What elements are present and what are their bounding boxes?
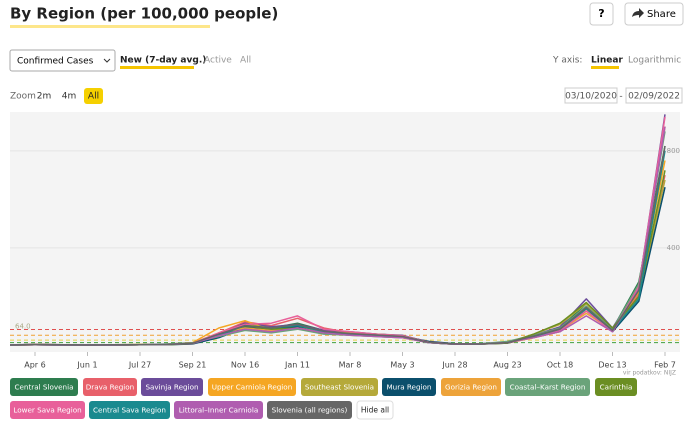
x-tick-label: Jun 1 xyxy=(76,361,97,370)
x-tick-label: Jun 28 xyxy=(441,361,467,370)
legend-label: Upper Carniola Region xyxy=(212,383,293,392)
zoom-option[interactable]: 2m xyxy=(37,92,52,102)
help-button[interactable] xyxy=(589,2,614,26)
legend-button[interactable] xyxy=(174,401,263,419)
x-tick-label: Nov 16 xyxy=(231,361,259,370)
y-tick-label: 800 xyxy=(667,147,680,155)
share-icon xyxy=(632,8,644,18)
x-tick-label: Oct 18 xyxy=(547,361,574,370)
metric-select[interactable] xyxy=(9,49,116,72)
tab[interactable]: Active xyxy=(204,56,232,66)
legend-button[interactable] xyxy=(382,378,436,396)
legend-label: Central Sava Region xyxy=(93,406,166,415)
share-label: Share xyxy=(647,9,676,20)
y-axis-label: Y axis: xyxy=(552,56,582,66)
x-tick-label: Dec 13 xyxy=(598,361,626,370)
scale-option[interactable]: Linear xyxy=(591,56,623,66)
date-sep: - xyxy=(619,92,622,102)
zoom-label: Zoom xyxy=(10,92,36,102)
series-line xyxy=(10,145,666,346)
legend-button[interactable] xyxy=(267,401,352,419)
legend-label: Littoral–Inner Carniola xyxy=(179,406,258,415)
legend-label: Savinja Region xyxy=(145,383,198,392)
legend-label: Central Slovenia xyxy=(14,383,73,392)
x-tick-label: May 3 xyxy=(390,361,414,370)
x-tick-label: Apr 6 xyxy=(24,361,45,370)
legend-button[interactable] xyxy=(83,378,137,396)
legend-button[interactable] xyxy=(10,401,85,419)
tab[interactable]: New (7-day avg.) xyxy=(120,56,206,66)
tab[interactable]: All xyxy=(240,56,251,66)
scale-underline xyxy=(591,66,619,69)
legend-button[interactable] xyxy=(595,378,637,396)
date-to-label: 02/09/2022 xyxy=(628,92,680,102)
metric-select-label: Confirmed Cases xyxy=(17,57,94,67)
x-tick-label: Jul 27 xyxy=(128,361,151,370)
threshold-label: 64.0 xyxy=(15,322,31,330)
legend-label: Drava Region xyxy=(86,383,134,392)
legend-button[interactable] xyxy=(89,401,170,419)
tab-underline xyxy=(120,66,194,69)
x-tick-label: Sep 21 xyxy=(179,361,207,370)
plot-area xyxy=(10,112,680,352)
legend-label: Mura Region xyxy=(386,383,431,392)
y-tick-label: 400 xyxy=(667,244,680,252)
legend-label: Gorizia Region xyxy=(445,383,497,392)
title: By Region (per 100,000 people) xyxy=(10,5,278,23)
zoom-option[interactable]: All xyxy=(88,92,99,102)
select-arrow xyxy=(103,58,111,63)
date-from-label: 03/10/2020 xyxy=(565,92,617,102)
x-tick-label: Mar 8 xyxy=(339,361,362,370)
legend-button[interactable] xyxy=(141,378,203,396)
x-tick-label: Aug 23 xyxy=(493,361,521,370)
zoom-option[interactable]: 4m xyxy=(62,92,77,102)
legend-label: Coastal–Karst Region xyxy=(510,383,586,392)
zoom-active xyxy=(84,88,103,104)
date-to[interactable] xyxy=(625,87,683,104)
title-underline xyxy=(10,25,210,28)
legend-label: Slovenia (all regions) xyxy=(272,406,348,415)
legend-button[interactable] xyxy=(208,378,296,396)
date-from[interactable] xyxy=(564,87,618,104)
legend-button[interactable] xyxy=(441,378,501,396)
help-label: ? xyxy=(598,7,604,20)
x-tick-label: Jan 11 xyxy=(284,361,310,370)
legend-label: Carinthia xyxy=(600,383,633,392)
legend-button[interactable] xyxy=(505,378,590,396)
legend-button[interactable] xyxy=(10,378,78,396)
source: vir podatkov: NIJZ xyxy=(623,370,676,377)
x-tick-label: Feb 7 xyxy=(654,361,676,370)
legend-button[interactable] xyxy=(301,378,378,396)
legend-label: Southeast Slovenia xyxy=(305,383,374,392)
hide-all-label: Hide all xyxy=(361,406,389,415)
scale-option[interactable]: Logarithmic xyxy=(628,56,681,66)
hide-all-button[interactable] xyxy=(356,400,394,420)
legend-label: Lower Sava Region xyxy=(13,406,81,415)
